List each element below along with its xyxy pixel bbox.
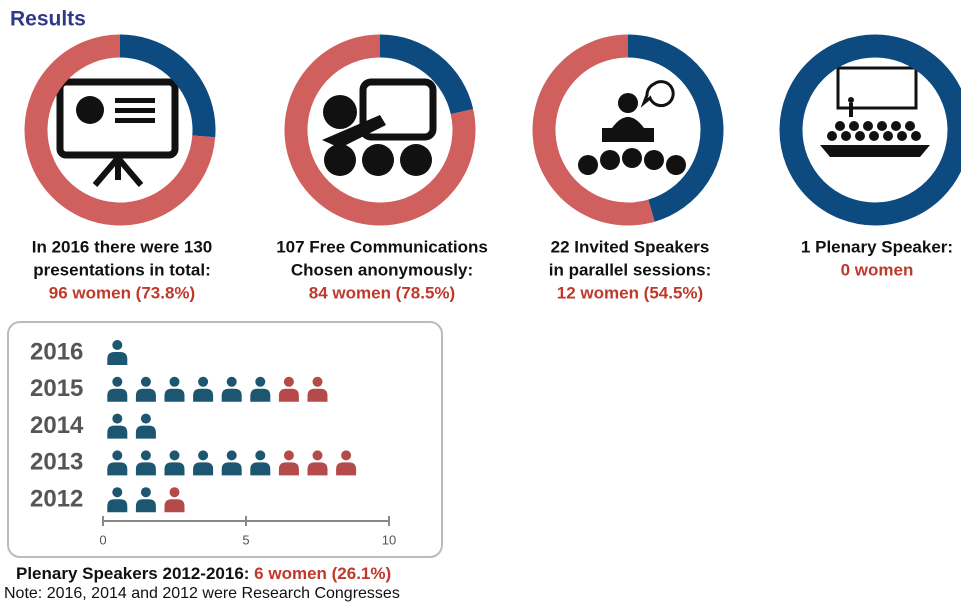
person-head [169,450,180,461]
donut-segment [24,34,216,226]
person-group [107,487,156,513]
person-group [278,450,357,476]
caption: 1 Plenary Speaker: [801,237,953,256]
person-head [140,376,151,387]
person-head [312,450,323,461]
person-head [112,450,123,461]
caption: In 2016 there were 130 [32,237,213,256]
donut-segment [532,34,655,226]
person-head [140,450,151,461]
footer: Plenary Speakers 2012-2016: 6 women (26.… [16,564,391,583]
person-body [221,388,242,402]
person-head [255,450,266,461]
person-head [140,487,151,498]
person-body [278,388,299,402]
person-head [226,376,237,387]
x-tick-label: 10 [382,532,396,547]
person-group [164,487,185,513]
person-head [198,376,209,387]
caption-highlight: 84 women (78.5%) [309,283,455,302]
caption-highlight: 0 women [841,260,914,279]
year-label: 2016 [30,338,83,365]
person-body [336,462,357,476]
person-head [198,450,209,461]
donut-segment [779,34,961,226]
x-tick-label: 0 [99,532,106,547]
note: Note: 2016, 2014 and 2012 were Research … [4,585,400,602]
person-head [341,450,352,461]
person-head [312,376,323,387]
person-body [193,462,214,476]
caption: 107 Free Communications [276,237,488,256]
person-head [255,376,266,387]
person-body [278,462,299,476]
speaker-icon [578,80,686,175]
footer-highlight: 6 women (26.1%) [254,564,391,583]
person-head [283,376,294,387]
person-body [107,425,128,439]
person-head [169,487,180,498]
caption: 22 Invited Speakers [551,237,710,256]
x-tick-label: 5 [242,532,249,547]
person-head [112,376,123,387]
person-group [278,376,328,402]
person-body [250,388,271,402]
year-label: 2013 [30,449,83,476]
title: Results [10,8,86,31]
pictogram-frame [7,321,443,558]
discussion-icon [322,78,437,176]
person-body [164,499,185,513]
person-body [250,462,271,476]
person-group [107,340,128,365]
caption: Chosen anonymously: [291,260,473,279]
person-body [107,462,128,476]
year-label: 2014 [30,412,84,439]
footer-text: Plenary Speakers 2012-2016: [16,564,254,583]
caption-highlight: 96 women (73.8%) [49,283,195,302]
donut-segment [284,34,476,226]
auditorium-icon [820,66,930,157]
person-body [307,388,328,402]
caption-highlight: 12 women (54.5%) [557,283,703,302]
person-group [107,376,271,402]
person-body [107,352,128,365]
person-head [169,376,180,387]
person-body [164,388,185,402]
person-body [307,462,328,476]
person-body [164,462,185,476]
person-head [112,413,123,424]
person-body [135,462,156,476]
person-body [135,388,156,402]
person-head [112,340,123,350]
donut-segment [119,34,216,138]
year-label: 2012 [30,486,83,513]
person-head [283,450,294,461]
person-head [140,413,151,424]
person-body [135,425,156,439]
person-body [193,388,214,402]
person-body [107,499,128,513]
donut-segment [379,34,474,115]
person-head [112,487,123,498]
donut-segment [627,34,724,222]
person-group [107,413,156,439]
person-body [107,388,128,402]
person-group [107,450,271,476]
presentation-icon [56,78,179,187]
year-label: 2015 [30,375,83,402]
person-body [221,462,242,476]
person-body [135,499,156,513]
person-head [226,450,237,461]
caption: in parallel sessions: [549,260,712,279]
caption: presentations in total: [33,260,211,279]
